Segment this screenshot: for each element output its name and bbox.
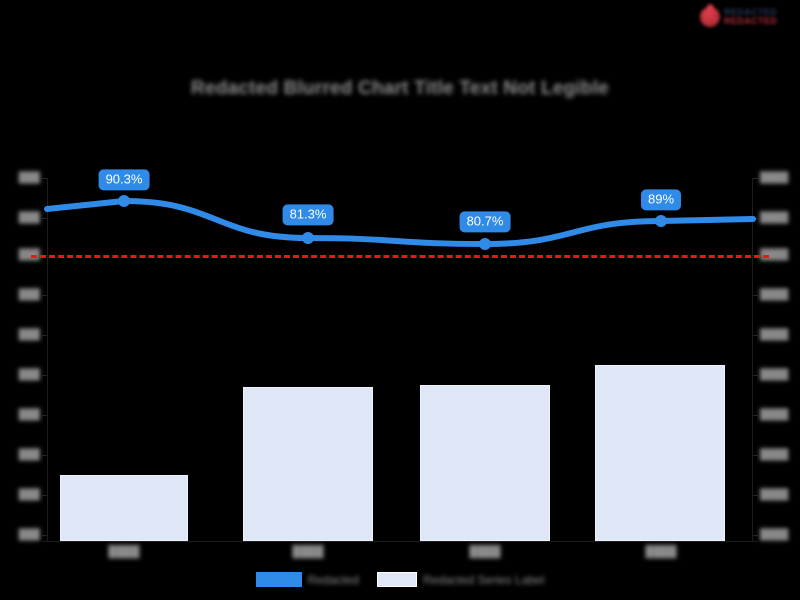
y-axis-right-tick-label: ████ — [760, 409, 789, 421]
chart-legend: Redacted Redacted Series Label — [0, 572, 800, 587]
x-axis-tick-label: ████ — [469, 546, 501, 558]
line-segment-lead-out — [658, 216, 756, 224]
legend-item-bar[interactable]: Redacted Series Label — [376, 572, 545, 587]
y-axis-right-tick — [753, 178, 758, 179]
x-axis-tick-label: ████ — [108, 546, 140, 558]
legend-swatch-line-icon — [255, 572, 302, 587]
target-reference-line — [31, 255, 769, 258]
y-axis-left-tick-label: ███ — [18, 409, 40, 421]
line-segment-lead-in — [44, 198, 127, 212]
y-axis-left-tick — [42, 415, 47, 416]
legend-label-line: Redacted — [307, 572, 359, 587]
y-axis-left-tick-label: ███ — [18, 449, 40, 461]
y-axis-right-tick — [753, 295, 758, 296]
line-series-layer — [44, 195, 756, 250]
data-value-label: 90.3% — [98, 169, 150, 190]
y-axis-right-tick — [753, 455, 758, 456]
x-axis-tick-label: ████ — [292, 546, 324, 558]
y-axis-left-tick-label: ███ — [18, 212, 40, 224]
y-axis-left-tick — [42, 295, 47, 296]
y-axis-left-tick-label: ███ — [18, 369, 40, 381]
chart-title: Redacted Blurred Chart Title Text Not Le… — [191, 78, 609, 99]
y-axis-left-tick-label: ███ — [18, 249, 40, 261]
y-axis-left-tick — [42, 495, 47, 496]
y-axis-right-tick — [753, 495, 758, 496]
line-data-point[interactable] — [479, 238, 491, 250]
legend-label-bar: Redacted Series Label — [422, 572, 545, 587]
y-axis-left-tick-label: ███ — [18, 489, 40, 501]
y-axis-right-tick-label: ████ — [760, 172, 789, 184]
y-axis-left-spine — [47, 178, 48, 541]
bar[interactable] — [420, 385, 550, 541]
bar[interactable] — [595, 365, 725, 541]
y-axis-right-tick-label: ████ — [760, 449, 789, 461]
data-value-label: 80.7% — [459, 211, 511, 232]
plot-area: 90.3% 81.3% 80.7% 89% — [31, 169, 769, 542]
line-data-point[interactable] — [655, 215, 667, 227]
y-axis-left-tick — [42, 535, 47, 536]
legend-swatch-bar-icon — [376, 572, 417, 587]
y-axis-left-tick — [42, 178, 47, 179]
line-data-point[interactable] — [302, 232, 314, 244]
y-axis-left-tick — [42, 218, 47, 219]
brand-logo-line2: REDACTED — [724, 16, 778, 26]
y-axis-left-tick-label: ███ — [18, 289, 40, 301]
y-axis-right-tick-label: ████ — [760, 369, 789, 381]
x-axis-tick-label: ████ — [645, 546, 677, 558]
y-axis-right-tick-label: ████ — [760, 329, 789, 341]
legend-item-line[interactable]: Redacted — [255, 572, 359, 587]
y-axis-left-labels: ███ ███ ███ ███ ███ ███ ███ ███ ███ ███ — [2, 173, 40, 541]
data-value-label: 81.3% — [282, 204, 334, 225]
maple-leaf-circle-icon — [700, 7, 720, 27]
y-axis-right-tick-label: ████ — [760, 529, 789, 541]
y-axis-right-tick — [753, 335, 758, 336]
y-axis-right-tick — [753, 535, 758, 536]
y-axis-left-tick — [42, 335, 47, 336]
y-axis-left-tick — [42, 455, 47, 456]
line-data-point[interactable] — [118, 195, 130, 207]
bar[interactable] — [60, 475, 188, 541]
data-value-label: 89% — [640, 189, 682, 210]
y-axis-left-tick — [42, 375, 47, 376]
brand-logo: REDACTED REDACTED — [700, 4, 796, 30]
y-axis-right-spine — [752, 178, 753, 541]
y-axis-left-tick-label: ███ — [18, 329, 40, 341]
y-axis-right-tick-label: ████ — [760, 489, 789, 501]
y-axis-right-tick-label: ████ — [760, 289, 789, 301]
y-axis-left-tick-label: ███ — [18, 172, 40, 184]
brand-logo-text: REDACTED REDACTED — [724, 6, 778, 27]
brand-logo-line1: REDACTED — [724, 6, 778, 17]
y-axis-right-tick-label: ████ — [760, 249, 789, 261]
y-axis-right-tick — [753, 415, 758, 416]
bar[interactable] — [243, 387, 373, 541]
y-axis-right-tick-label: ████ — [760, 212, 789, 224]
x-axis-labels: ████ ████ ████ ████ — [47, 546, 753, 564]
y-axis-right-tick — [753, 375, 758, 376]
x-axis-spine — [43, 541, 757, 542]
y-axis-left-tick-label: ███ — [18, 529, 40, 541]
line-series-path — [121, 198, 664, 247]
y-axis-right-labels: ████ ████ ████ ████ ████ ████ ████ ████ ████ ████ — [760, 173, 800, 541]
